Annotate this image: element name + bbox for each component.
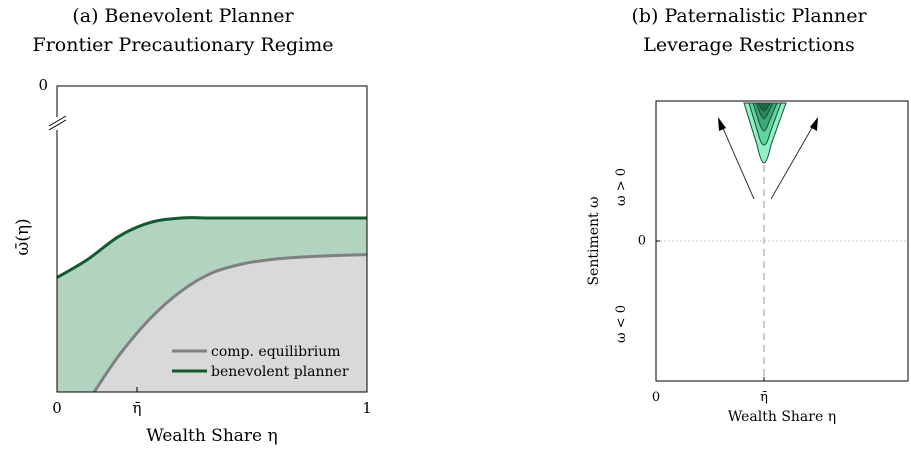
x-tick-label-etabar: η̄	[133, 399, 142, 417]
panel-a-xlabel: Wealth Share η	[146, 426, 277, 446]
panel-a-ylabel: ω̄(η)	[13, 218, 33, 255]
panel-b-xlabel: Wealth Share η	[728, 409, 836, 425]
x-tick-label-0-b: 0	[652, 390, 660, 405]
panel-a-legend: comp. equilibrium benevolent planner	[172, 344, 349, 380]
legend-label-benevolent-planner: benevolent planner	[211, 364, 349, 380]
x-tick-label-0: 0	[52, 399, 62, 417]
comp-equilibrium-region	[94, 254, 367, 392]
panel-a-plot: 0 η̄ 1 0 Wealth Share η ω̄(η) comp. equi…	[13, 76, 372, 446]
axis-break-mark-1	[48, 115, 67, 127]
panel-a-title-line2: Frontier Precautionary Regime	[33, 34, 334, 56]
axis-break-gap	[50, 117, 66, 127]
region-label-positive: ω > 0	[614, 168, 629, 206]
y-tick-label-0-b: 0	[638, 234, 646, 249]
legend-label-comp-equilibrium: comp. equilibrium	[211, 344, 341, 360]
region-label-negative: ω < 0	[614, 305, 629, 343]
panel-a-axes-frame	[56, 85, 368, 393]
arrow-right-icon	[810, 117, 818, 131]
direction-arrows	[718, 117, 818, 200]
panel-b-title-line1: (b) Paternalistic Planner	[631, 5, 867, 27]
arrow-left-shaft	[721, 125, 755, 200]
contour-level-5	[757, 102, 771, 112]
axis-break-mark-2	[48, 119, 67, 131]
panel-b-title-line2: Leverage Restrictions	[643, 34, 855, 56]
x-tick-label-etabar-b: η̄	[760, 390, 768, 405]
panel-b-plot: 0 η̄ 0 ω > 0 ω < 0 Wealth Share η Sentim…	[586, 100, 909, 425]
leverage-restriction-contours	[743, 102, 787, 164]
x-tick-label-1: 1	[362, 399, 372, 417]
arrow-right-shaft	[770, 125, 814, 200]
y-tick-label-0: 0	[38, 76, 48, 94]
panel-a-title-line1: (a) Benevolent Planner	[72, 5, 294, 27]
comp-equilibrium-curve	[92, 253, 368, 393]
arrow-left-icon	[718, 117, 726, 131]
panel-b-ylabel: Sentiment ω	[586, 196, 602, 285]
benevolent-planner-curve	[56, 216, 367, 279]
